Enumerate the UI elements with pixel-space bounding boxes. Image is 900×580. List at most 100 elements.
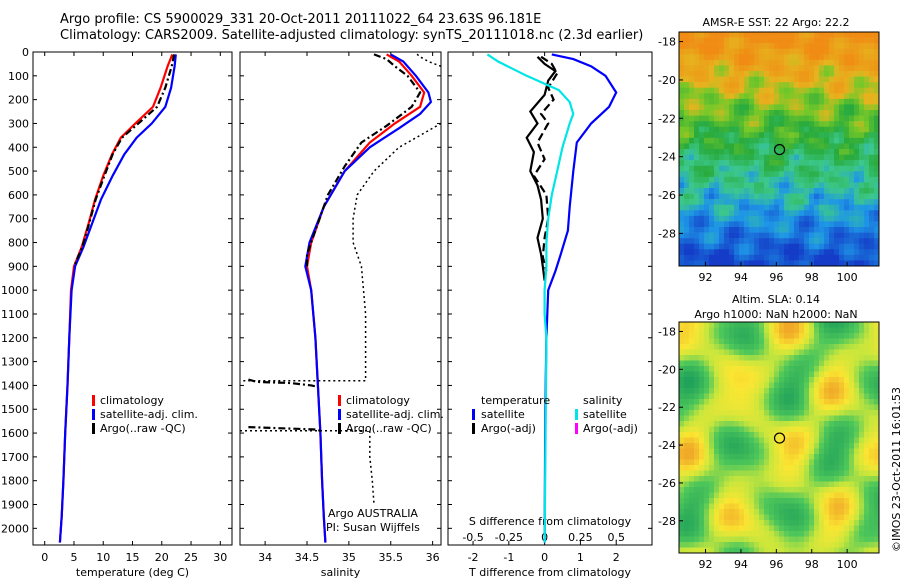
argo-location-marker: [773, 432, 786, 444]
legend-swatch: [472, 423, 475, 434]
sst_map-ytick-label: -22: [658, 112, 676, 125]
legend-swatch: [92, 423, 95, 434]
depth-tick-label: 1100: [1, 308, 29, 321]
depth-tick-label: 1600: [1, 427, 29, 440]
sla_map-ytick-label: -26: [658, 477, 676, 490]
legend-label: satellite: [583, 408, 627, 421]
depth-tick-label: 0: [22, 46, 29, 59]
figure-title-line1: Argo profile: CS 5900029_331 20-Oct-2011…: [60, 12, 542, 27]
depth-tick-label: 1000: [1, 284, 29, 297]
temperature-xtick-label: 30: [213, 551, 227, 564]
sst_map-cells: [679, 32, 880, 267]
difference-series-line: [543, 53, 618, 543]
depth-tick-label: 1400: [1, 379, 29, 392]
watermark: ©IMOS 23-Oct-2011 16:01:53: [890, 386, 900, 552]
sst_map-xtick-label: 94: [734, 271, 748, 284]
salinity-series-group: [240, 52, 441, 543]
salinity-series-line: [248, 426, 321, 432]
sla_map-ytick-label: -24: [658, 439, 676, 452]
difference-xtick-label: 1: [577, 551, 584, 564]
legend-label: satellite: [481, 408, 525, 421]
depth-tick-label: 600: [8, 189, 29, 202]
sst_map-ytick-label: -18: [658, 36, 676, 49]
sla_map-xtick-label: 96: [769, 558, 783, 571]
legend-swatch: [92, 409, 95, 420]
difference-xtick-top-label: -0.25: [495, 531, 523, 544]
sla-map-title-line2: Argo h1000: NaN h2000: NaN: [694, 308, 857, 321]
sla_map-xtick-label: 98: [805, 558, 819, 571]
legend-label: Argo(-adj): [481, 422, 536, 435]
sst_map-xtick-label: 100: [837, 271, 858, 284]
difference-xtick-label: 0: [541, 551, 548, 564]
sst_map-frame: [678, 31, 880, 267]
sst_map-xtick-label: 98: [805, 271, 819, 284]
depth-tick-label: 1200: [1, 332, 29, 345]
salinity-frame: [239, 51, 442, 546]
temperature-xtick-label: 5: [70, 551, 77, 564]
legend-swatch: [338, 409, 341, 420]
sst_map-xtick-label: 92: [699, 271, 713, 284]
sla_map-cells: [679, 322, 880, 554]
legend-swatch: [92, 395, 95, 406]
legend-swatch: [472, 409, 475, 420]
temperature-series-group: [58, 53, 177, 543]
difference-xtick-top-label: -0.5: [462, 531, 483, 544]
salinity-series-line: [415, 52, 441, 68]
sst_map-ytick-label: -20: [658, 74, 676, 87]
sla-map-title-line1: Altim. SLA: 0.14: [732, 293, 820, 306]
legend-label: satellite-adj. clim.: [100, 408, 198, 421]
difference-xlabel: T difference from climatology: [468, 566, 631, 579]
sla_map-ytick-label: -18: [658, 325, 676, 338]
difference-xtick-top-label: 0.25: [568, 531, 593, 544]
sla_map-xtick-label: 94: [734, 558, 748, 571]
salinity-xlabel: salinity: [321, 566, 361, 579]
sla_map-frame: [678, 321, 880, 554]
difference-series-line: [532, 55, 559, 272]
difference-xtick-label: 2: [613, 551, 620, 564]
legend-group-title: salinity: [583, 394, 623, 407]
depth-tick-label: 400: [8, 141, 29, 154]
difference-series-line: [486, 53, 575, 543]
difference-xtick-label: -2: [468, 551, 479, 564]
difference-series-line: [525, 56, 557, 281]
legend-label: Argo(-adj): [583, 422, 638, 435]
legend-swatch: [338, 395, 341, 406]
sla_map-ytick-label: -28: [658, 515, 676, 528]
depth-tick-label: 800: [8, 237, 29, 250]
depth-tick-label: 1700: [1, 451, 29, 464]
temperature-xtick-label: 10: [96, 551, 110, 564]
depth-tick-label: 1500: [1, 403, 29, 416]
sla_map-ytick-label: -20: [658, 363, 676, 376]
sst_map-ytick-label: -24: [658, 151, 676, 164]
depth-tick-label: 1800: [1, 475, 29, 488]
legend-label: climatology: [346, 394, 410, 407]
sst_map-ytick-label: -28: [658, 227, 676, 240]
annotation-line1: Argo AUSTRALIA: [328, 507, 418, 520]
temperature-xtick-label: 15: [126, 551, 140, 564]
depth-tick-label: 200: [8, 94, 29, 107]
temperature-xtick-label: 25: [184, 551, 198, 564]
sst-map-title: AMSR-E SST: 22 Argo: 22.2: [702, 16, 849, 29]
salinity-xtick-label: 35.5: [379, 551, 404, 564]
difference-xlabel-top: S difference from climatology: [469, 515, 632, 528]
legend-label: Argo(..raw -QC): [346, 422, 432, 435]
difference-frame: [447, 51, 653, 546]
salinity-xtick-label: 36: [426, 551, 440, 564]
depth-tick-label: 100: [8, 70, 29, 83]
depth-tick-label: 1300: [1, 356, 29, 369]
salinity-xtick-label: 34.5: [295, 551, 320, 564]
legend-group-title: temperature: [481, 394, 550, 407]
sst_map-ytick-label: -26: [658, 189, 676, 202]
depth-tick-label: 500: [8, 165, 29, 178]
argo-location-marker: [773, 143, 786, 156]
depth-tick-label: 900: [8, 260, 29, 273]
salinity-xtick-label: 35: [342, 551, 356, 564]
sla_map-ytick-label: -22: [658, 401, 676, 414]
